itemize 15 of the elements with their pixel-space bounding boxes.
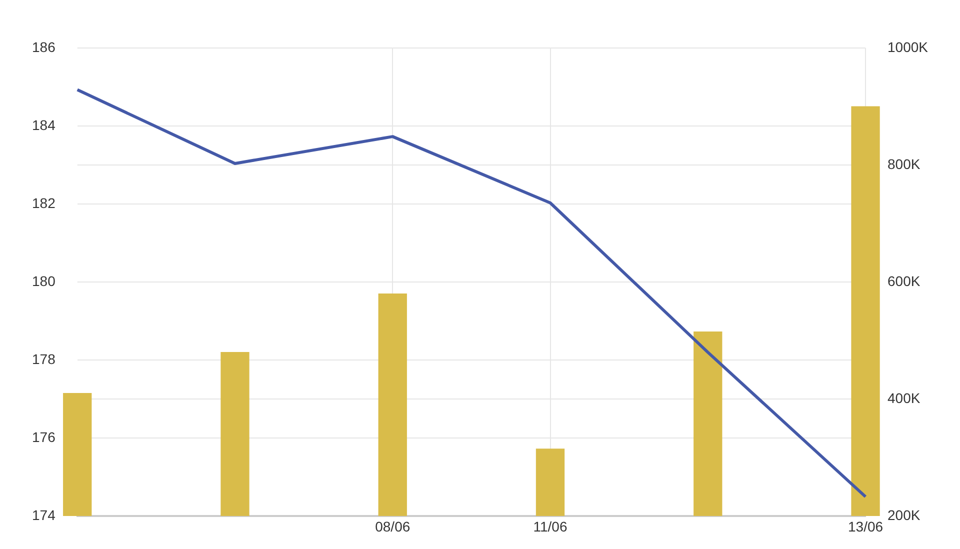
- y-tick-label: 184: [32, 116, 56, 133]
- y-tick-label: 182: [32, 194, 56, 211]
- y2-tick-label: 1000K: [888, 38, 929, 55]
- x-tick-label: 08/06: [375, 518, 410, 534]
- y2-tick-label: 800K: [888, 156, 921, 172]
- y-tick-label: 180: [32, 272, 56, 289]
- x-tick-label: 13/06: [848, 518, 884, 534]
- y-tick-label: 186: [32, 38, 56, 55]
- y2-tick-label: 400K: [888, 390, 921, 406]
- y-tick-label: 178: [32, 350, 56, 367]
- x-tick-label: 11/06: [533, 518, 568, 534]
- y-tick-label: 176: [32, 429, 56, 446]
- y2-tick-label: 200K: [888, 507, 921, 524]
- y2-tick-label: 600K: [888, 272, 921, 289]
- y-tick-label: 174: [32, 507, 56, 524]
